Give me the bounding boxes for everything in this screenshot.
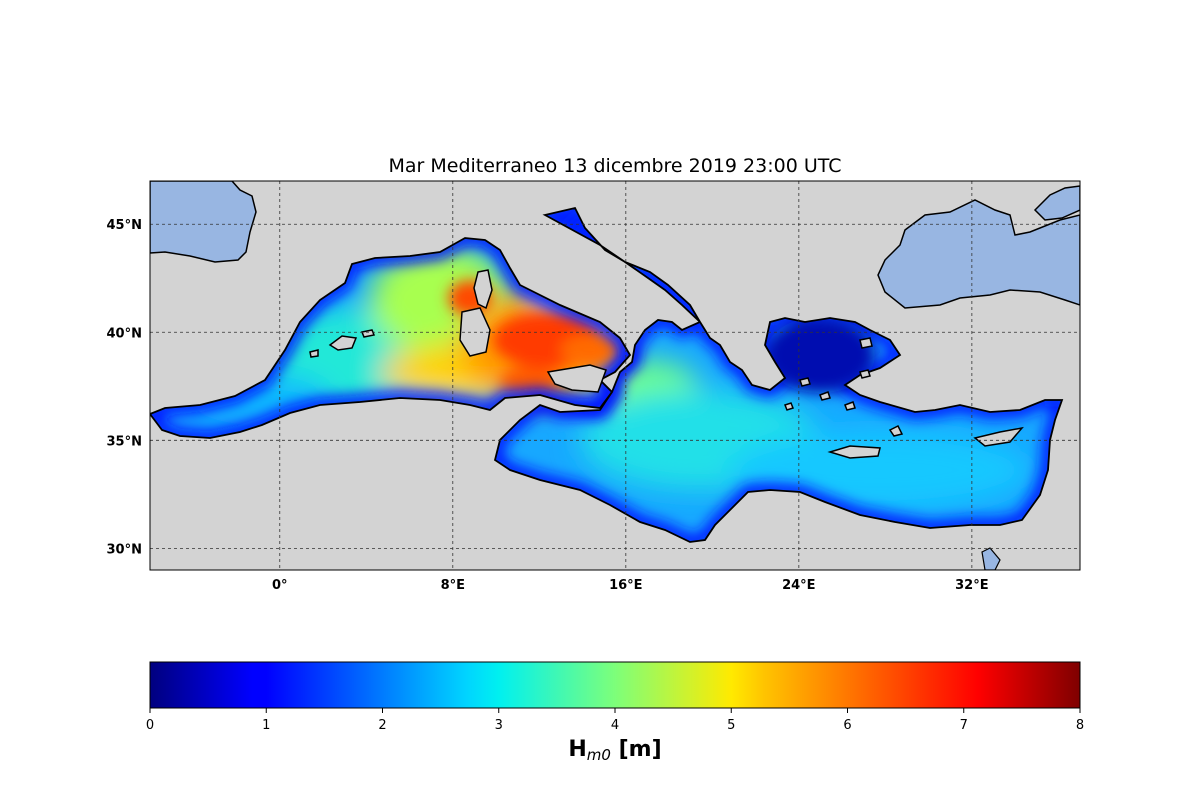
- colorbar-tick-label: 4: [611, 718, 619, 733]
- colorbar-tick-label: 5: [727, 718, 735, 733]
- island-cyprus: [973, 426, 1024, 447]
- island-aegean-2: [819, 391, 831, 401]
- map-title: Mar Mediterraneo 13 dicembre 2019 23:00 …: [388, 155, 841, 177]
- colorbar-tick-label: 2: [378, 718, 386, 733]
- lat-tick-label: 45°N: [107, 218, 142, 233]
- island-rhodes: [888, 424, 904, 437]
- island-aegean-5: [784, 402, 794, 411]
- lat-tick-label: 40°N: [107, 326, 142, 341]
- island-mallorca: [328, 335, 358, 351]
- colorbar-ramp: [149, 661, 1081, 709]
- colorbar-ticks: 0 1 2 3 4 5 6 7 8: [146, 708, 1084, 733]
- island-menorca: [360, 329, 376, 338]
- lon-tick-label: 8°E: [441, 578, 465, 593]
- colorbar-label: Hm0 [m]: [568, 737, 661, 764]
- longitude-ticks: 0° 8°E 16°E 24°E 32°E: [272, 578, 989, 593]
- colorbar-tick-label: 7: [960, 718, 968, 733]
- lon-tick-label: 0°: [272, 578, 288, 593]
- island-crete: [827, 445, 881, 459]
- island-aegean-4: [859, 369, 871, 379]
- azov-water: [1033, 185, 1080, 221]
- colorbar-tick-label: 1: [262, 718, 270, 733]
- colorbar: 0 1 2 3 4 5 6 7 8 Hm0 [m]: [146, 661, 1084, 764]
- gridlines: [150, 181, 1080, 570]
- black-sea-water: [877, 199, 1080, 309]
- lon-tick-label: 24°E: [782, 578, 815, 593]
- island-ibiza: [309, 349, 319, 358]
- map-frame: [149, 180, 1081, 571]
- atlantic-water: [150, 181, 257, 263]
- island-corsica: [473, 269, 493, 310]
- colorbar-tick-label: 8: [1076, 718, 1084, 733]
- lon-tick-label: 32°E: [955, 578, 988, 593]
- latitude-ticks: 30°N 35°N 40°N 45°N: [107, 218, 142, 557]
- island-aegean-1: [799, 377, 811, 387]
- map-plot-area: [150, 181, 1080, 570]
- colorbar-tick-label: 3: [495, 718, 503, 733]
- island-aegean-3: [844, 401, 856, 411]
- lon-tick-label: 16°E: [609, 578, 642, 593]
- lat-tick-label: 35°N: [107, 434, 142, 449]
- lat-tick-label: 30°N: [107, 542, 142, 557]
- colorbar-tick-label: 0: [146, 718, 154, 733]
- red-sea-water: [981, 547, 1001, 570]
- colorbar-tick-label: 6: [843, 718, 851, 733]
- island-sicily: [546, 364, 607, 393]
- island-lesbos: [859, 337, 873, 349]
